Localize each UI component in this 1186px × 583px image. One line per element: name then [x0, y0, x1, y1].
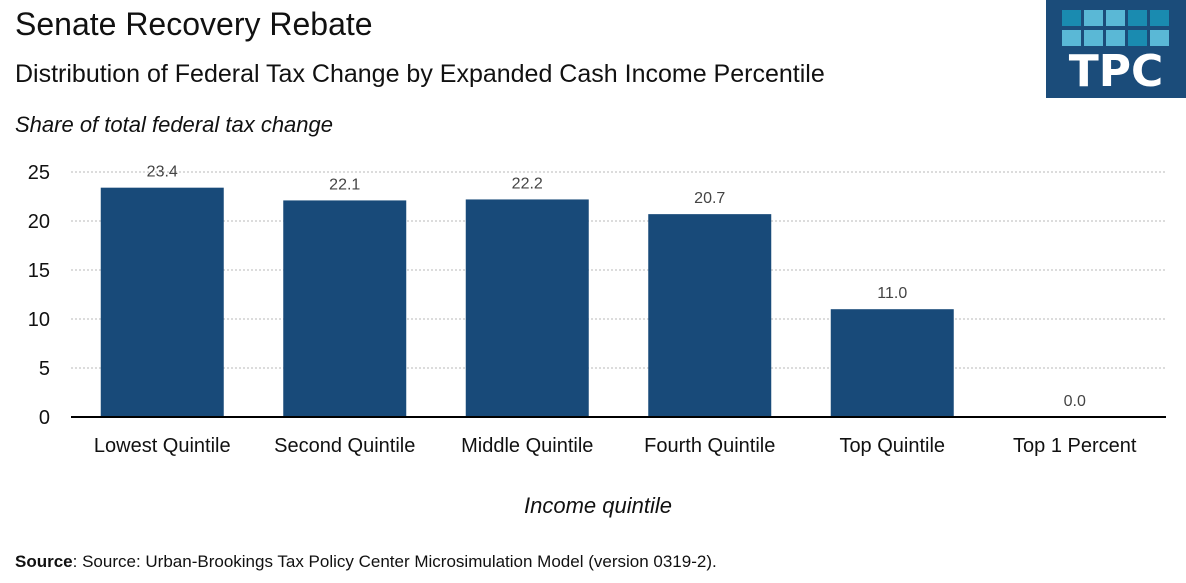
y-tick-label: 5 — [39, 358, 50, 380]
logo-tile — [1150, 30, 1169, 46]
data-label: 0.0 — [1064, 393, 1086, 410]
bar — [465, 199, 589, 417]
x-tick-label: Second Quintile — [274, 435, 415, 457]
source-note: Source: Source: Urban-Brookings Tax Poli… — [15, 552, 717, 572]
data-label: 22.2 — [512, 175, 543, 192]
bar — [283, 200, 407, 417]
logo-text: TPC — [1069, 46, 1164, 97]
x-tick-label: Top Quintile — [839, 435, 945, 457]
source-text: : Source: Urban-Brookings Tax Policy Cen… — [72, 552, 717, 571]
logo-tile — [1062, 30, 1081, 46]
data-label: 20.7 — [694, 190, 725, 207]
x-tick-label: Top 1 Percent — [1013, 435, 1137, 457]
x-tick-label: Fourth Quintile — [644, 435, 775, 457]
chart-title: Senate Recovery Rebate — [15, 6, 373, 42]
logo-tile — [1084, 30, 1103, 46]
bar — [100, 187, 224, 417]
y-tick-label: 0 — [39, 407, 50, 429]
y-axis-label: Share of total federal tax change — [15, 112, 333, 137]
bar — [830, 309, 954, 417]
data-label: 23.4 — [147, 164, 178, 181]
logo-tile — [1150, 10, 1169, 26]
bar — [648, 214, 772, 417]
y-tick-label: 15 — [28, 260, 50, 282]
y-tick-label: 10 — [28, 309, 50, 331]
x-tick-label: Lowest Quintile — [94, 435, 231, 457]
x-axis-label: Income quintile — [524, 493, 672, 518]
y-tick-label: 25 — [28, 162, 50, 184]
tpc-logo: TPC — [1046, 0, 1186, 98]
source-label: Source — [15, 552, 73, 571]
logo-tile — [1084, 10, 1103, 26]
data-label: 11.0 — [877, 285, 907, 302]
logo-tile — [1062, 10, 1081, 26]
data-label: 22.1 — [329, 176, 360, 193]
logo-tile — [1106, 10, 1125, 26]
logo-tile — [1128, 10, 1147, 26]
logo-tile — [1106, 30, 1125, 46]
x-tick-label: Middle Quintile — [461, 435, 593, 457]
chart-subtitle: Distribution of Federal Tax Change by Ex… — [15, 60, 825, 88]
y-tick-label: 20 — [28, 211, 50, 233]
logo-tile — [1128, 30, 1147, 46]
tpc-logo-graphic: TPC — [1062, 10, 1169, 97]
